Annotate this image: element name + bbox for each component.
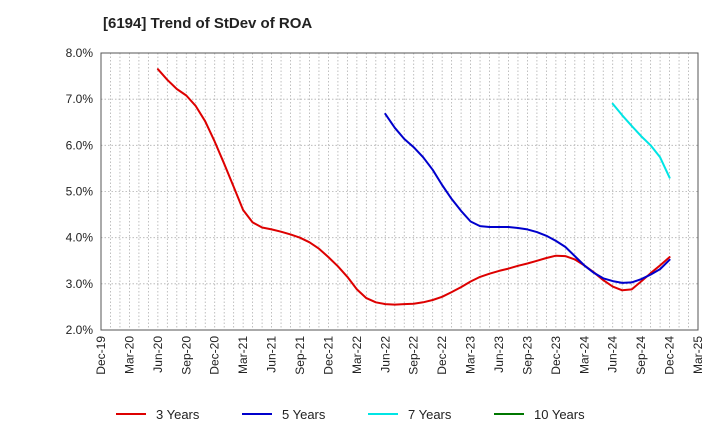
- legend-label: 5 Years: [282, 407, 326, 422]
- legend-label: 10 Years: [534, 407, 585, 422]
- y-tick-label: 7.0%: [66, 92, 94, 106]
- plot-frame: [100, 52, 699, 331]
- x-tick-label: Jun-20: [151, 336, 165, 373]
- legend: 3 Years 5 Years 7 Years 10 Years: [116, 407, 585, 422]
- legend-label: 3 Years: [156, 407, 200, 422]
- series-lines: [156, 68, 671, 306]
- y-tick-label: 2.0%: [66, 323, 94, 337]
- y-tick-label: 5.0%: [66, 185, 94, 199]
- x-tick-label: Mar-25: [691, 336, 705, 374]
- y-tick-label: 4.0%: [66, 231, 94, 245]
- grid-lines: [101, 53, 698, 330]
- series-line-5-years: [384, 112, 671, 284]
- x-tick-label: Dec-24: [663, 336, 677, 375]
- x-tick-label: Dec-20: [208, 336, 222, 375]
- x-tick-label: Dec-21: [321, 336, 335, 375]
- x-tick-label: Dec-23: [549, 336, 563, 375]
- chart-title: [6194] Trend of StDev of ROA: [103, 15, 313, 32]
- y-tick-label: 8.0%: [66, 46, 94, 60]
- x-tick-label: Jun-23: [492, 336, 506, 373]
- x-tick-label: Sep-23: [520, 336, 534, 375]
- x-tick-label: Jun-21: [265, 336, 279, 373]
- x-axis: Dec-19 Mar-20 Jun-20 Sep-20 Dec-20 Mar-21 Jun-…: [94, 336, 705, 375]
- x-tick-label: Sep-24: [634, 336, 648, 375]
- x-tick-label: Sep-20: [179, 336, 193, 375]
- x-tick-label: Sep-21: [293, 336, 307, 375]
- y-axis: 2.0% 3.0% 4.0% 5.0% 6.0% 7.0% 8.0%: [66, 46, 94, 337]
- x-tick-label: Mar-24: [577, 336, 591, 374]
- x-tick-label: Jun-24: [606, 336, 620, 373]
- x-tick-label: Jun-22: [378, 336, 392, 373]
- series-line-7-years: [611, 102, 671, 179]
- x-tick-label: Mar-22: [350, 336, 364, 374]
- x-tick-label: Sep-22: [407, 336, 421, 375]
- x-tick-label: Mar-21: [236, 336, 250, 374]
- x-tick-label: Mar-23: [464, 336, 478, 374]
- legend-label: 7 Years: [408, 407, 452, 422]
- y-tick-label: 6.0%: [66, 138, 94, 152]
- x-tick-label: Dec-19: [94, 336, 108, 375]
- x-tick-label: Dec-22: [435, 336, 449, 375]
- x-tick-label: Mar-20: [122, 336, 136, 374]
- y-tick-label: 3.0%: [66, 277, 94, 291]
